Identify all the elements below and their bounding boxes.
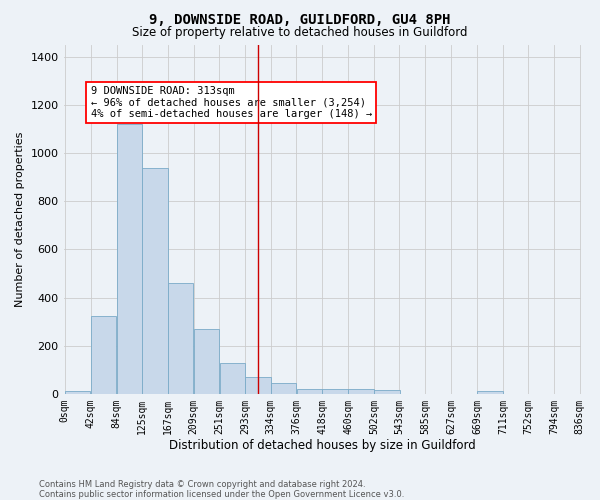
Text: Contains HM Land Registry data © Crown copyright and database right 2024.
Contai: Contains HM Land Registry data © Crown c… [39, 480, 404, 499]
Text: 9, DOWNSIDE ROAD, GUILDFORD, GU4 8PH: 9, DOWNSIDE ROAD, GUILDFORD, GU4 8PH [149, 12, 451, 26]
Text: 9 DOWNSIDE ROAD: 313sqm
← 96% of detached houses are smaller (3,254)
4% of semi-: 9 DOWNSIDE ROAD: 313sqm ← 96% of detache… [91, 86, 372, 119]
Bar [296, 389, 322, 394]
Bar [322, 388, 348, 394]
Text: Size of property relative to detached houses in Guildford: Size of property relative to detached ho… [132, 26, 468, 39]
Bar [271, 383, 296, 394]
Bar [116, 124, 142, 394]
Bar [91, 316, 116, 394]
Bar [168, 283, 193, 394]
Y-axis label: Number of detached properties: Number of detached properties [15, 132, 25, 307]
Bar [245, 377, 271, 394]
Bar [220, 362, 245, 394]
Bar [477, 391, 503, 394]
X-axis label: Distribution of detached houses by size in Guildford: Distribution of detached houses by size … [169, 440, 476, 452]
Bar [142, 168, 167, 394]
Bar [374, 390, 400, 394]
Bar [65, 392, 91, 394]
Bar [349, 388, 374, 394]
Bar [194, 329, 219, 394]
